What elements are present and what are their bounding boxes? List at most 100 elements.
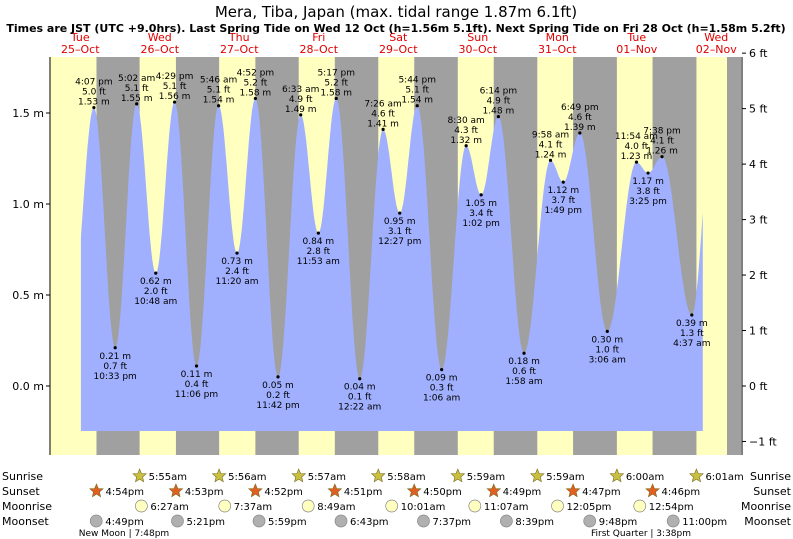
tide-point: [660, 155, 664, 159]
tide-ft-label: 5.1 ft: [163, 82, 187, 92]
tide-point: [217, 104, 221, 108]
sunrise-row-label-left: Sunrise: [2, 470, 43, 483]
tide-m-label: 1.24 m: [535, 150, 567, 160]
moonset-time-label: 8:39pm: [515, 517, 554, 528]
day-name-label: Thu: [228, 31, 250, 44]
sunset-icon: [247, 483, 263, 498]
tide-time-label: 6:49 pm: [561, 103, 599, 113]
tide-ft-label: 4.0 ft: [625, 142, 649, 152]
tide-time-label: 1:06 am: [423, 394, 460, 404]
moonset-icon: [334, 514, 348, 528]
tide-ft-label: 2.8 ft: [306, 247, 330, 257]
tide-time-label: 1:49 pm: [544, 206, 582, 216]
tide-point: [154, 271, 158, 275]
moonset-icon: [252, 514, 266, 528]
left-tick-label: 1.0 m: [12, 198, 44, 211]
tide-m-label: 0.30 m: [591, 335, 623, 345]
tide-time-label: 4:52 pm: [237, 68, 275, 78]
tide-m-label: 0.84 m: [303, 237, 335, 247]
tide-ft-label: 3.8 ft: [636, 187, 660, 197]
day-date-label: 28–Oct: [299, 43, 338, 56]
tide-time-label: 5:46 am: [200, 76, 237, 86]
tide-m-label: 1.23 m: [621, 152, 653, 162]
moonset-time-label: 4:49pm: [105, 517, 144, 528]
sunrise-time-label: 5:58am: [387, 472, 425, 483]
sunset-time-label: 4:46pm: [662, 487, 701, 498]
tide-point: [646, 171, 650, 175]
tide-time-label: 7:26 am: [364, 99, 401, 109]
sunrise-time-label: 5:55am: [149, 472, 187, 483]
tide-m-label: 0.62 m: [140, 277, 172, 287]
day-date-label: 01–Nov: [616, 43, 657, 56]
tide-m-label: 0.73 m: [221, 257, 253, 267]
tide-area-path: [80, 98, 703, 431]
moonset-time-label: 11:00pm: [682, 517, 727, 528]
day-date-label: 02–Nov: [696, 43, 737, 56]
moonset-icon: [583, 514, 597, 528]
tide-m-label: 0.04 m: [344, 383, 376, 393]
moonset-icon: [89, 514, 103, 528]
sunset-time-label: 4:52pm: [264, 487, 303, 498]
moonset-time-label: 5:59pm: [268, 517, 307, 528]
moonrise-time-label: 10:01am: [401, 502, 446, 513]
tide-ft-label: 4.9 ft: [487, 97, 511, 107]
tide-time-label: 11:06 pm: [175, 390, 218, 400]
right-tick-label: 5 ft: [749, 103, 768, 116]
moonrise-row-label-left: Moonrise: [2, 500, 52, 513]
tide-time-label: 11:42 pm: [256, 401, 299, 411]
tide-time-label: 8:30 am: [447, 116, 484, 126]
moonrise-time-label: 12:54pm: [649, 502, 694, 513]
right-tick-label: 3 ft: [749, 214, 768, 227]
sunset-icon: [406, 483, 422, 498]
tide-m-label: 0.39 m: [676, 319, 708, 329]
right-tick-label: 2 ft: [749, 269, 768, 282]
day-date-label: 25–Oct: [61, 43, 100, 56]
tide-ft-label: 5.2 ft: [244, 78, 268, 88]
tide-point: [172, 100, 177, 104]
day-date-label: 29–Oct: [379, 43, 418, 56]
right-tick-label: 4 ft: [749, 158, 768, 171]
sunset-time-label: 4:51pm: [344, 487, 383, 498]
day-name-label: Mon: [546, 31, 569, 44]
moonset-time-label: 7:37pm: [432, 517, 471, 528]
tide-m-label: 1.58 m: [240, 88, 272, 98]
tide-m-label: 1.39 m: [564, 123, 596, 133]
moonrise-icon: [301, 499, 315, 513]
moonrise-icon: [551, 499, 564, 513]
day-date-label: 31–Oct: [538, 43, 577, 56]
tide-time-label: 4:37 am: [673, 339, 710, 349]
sunrise-icon: [370, 468, 386, 483]
night-band: [727, 57, 741, 455]
tide-point: [634, 160, 639, 164]
tide-point: [464, 144, 468, 148]
moonrise-time-label: 12:05pm: [567, 502, 612, 513]
tide-point: [135, 102, 139, 106]
moonrise-icon: [218, 499, 232, 513]
tide-ft-label: 2.0 ft: [144, 287, 168, 297]
tide-ft-label: 5.1 ft: [125, 84, 149, 94]
tide-point: [381, 127, 385, 131]
axes: 0.0 m 0.5 m 1.0 m 1.5 m −1 ft 0 ft 1 ft 2 ft 3 f…: [12, 31, 777, 455]
tide-ft-label: 5.1 ft: [207, 86, 231, 96]
tide-time-label: 6:33 am: [282, 85, 319, 95]
sunset-row-label-right: Sunset: [753, 485, 791, 498]
sunset-time-label: 4:50pm: [423, 487, 462, 498]
tide-time-label: 5:02 am: [118, 74, 155, 84]
moonrise-icon: [633, 499, 647, 513]
day-name-label: Fri: [312, 31, 325, 44]
tide-ft-label: 3.1 ft: [388, 227, 412, 237]
sunset-icon: [486, 483, 502, 498]
tide-time-label: 11:54 am: [615, 132, 658, 142]
sunrise-icon: [211, 468, 227, 483]
moonset-icon: [171, 514, 184, 528]
sunset-icon: [327, 483, 343, 498]
left-tick-label: 0.0 m: [12, 380, 44, 393]
moonrise-row-label-right: Moonrise: [741, 500, 791, 513]
sunrise-icon: [291, 468, 307, 483]
tide-m-label: 0.09 m: [426, 374, 458, 384]
day-date-label: 26–Oct: [140, 43, 179, 56]
tide-point: [578, 131, 582, 135]
tide-time-label: 4:29 pm: [156, 72, 194, 82]
sunrise-icon: [132, 468, 148, 483]
